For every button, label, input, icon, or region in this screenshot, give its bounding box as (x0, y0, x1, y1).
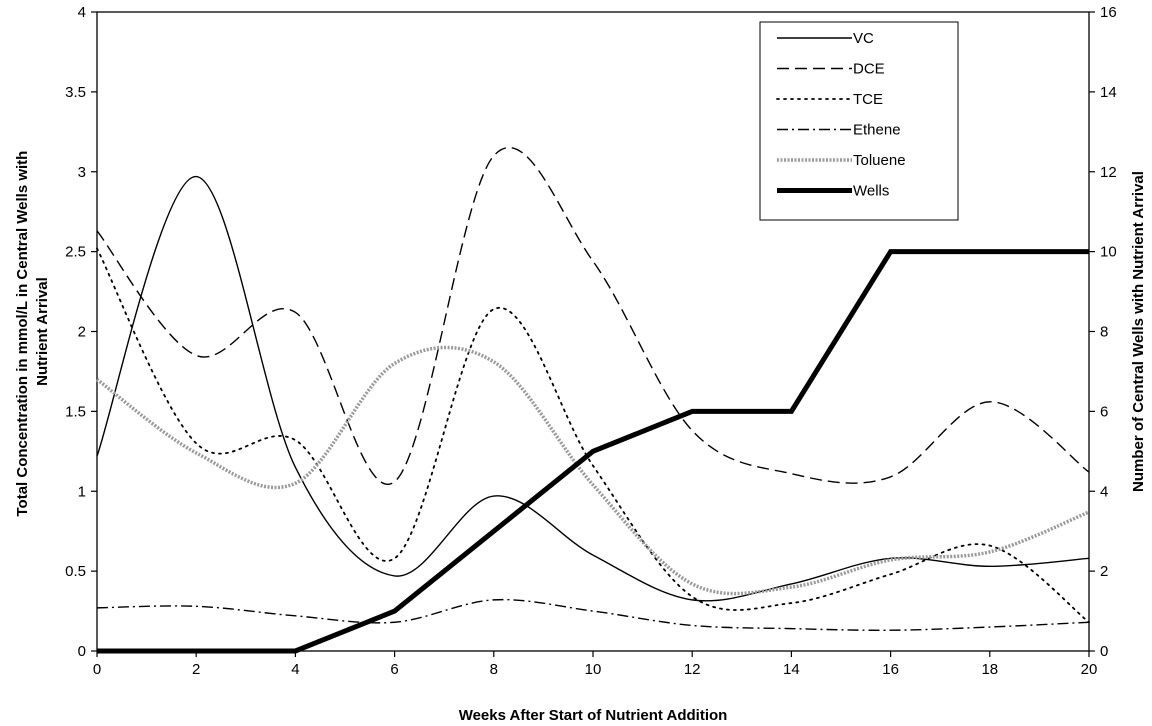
y-left-tick-label: 3.5 (65, 84, 86, 101)
y-left-tick-label: 0.5 (65, 563, 86, 580)
y-left-tick-label: 2 (78, 324, 86, 341)
x-tick-label: 6 (390, 661, 398, 678)
x-tick-label: 0 (93, 661, 101, 678)
series-line-wells (97, 249, 1089, 654)
y-right-tick-label: 6 (1100, 403, 1108, 420)
y-right-tick-label: 4 (1100, 483, 1108, 500)
x-tick-label: 4 (291, 661, 299, 678)
legend-label-dce: DCE (853, 61, 885, 78)
legend-label-wells: Wells (853, 183, 889, 200)
y-axis-right-title: Number of Central Wells with Nutrient Ar… (1130, 171, 1147, 492)
y-right-tick-label: 8 (1100, 324, 1108, 341)
legend-label-toluene: Toluene (853, 152, 906, 169)
series-line-ethene (96, 598, 1090, 631)
x-tick-label: 12 (684, 661, 701, 678)
legend: VC DCE TCE Ethene Toluene Wells (759, 21, 959, 221)
x-tick-label: 18 (981, 661, 998, 678)
x-tick-label: 14 (783, 661, 800, 678)
legend-label-ethene: Ethene (853, 122, 901, 139)
series-line-vc (96, 175, 1090, 602)
y-axis-left-title-line-2: Nutrient Arrival (34, 277, 51, 386)
series-line-dce (96, 147, 1090, 485)
x-tick-label: 10 (585, 661, 602, 678)
y-right-tick-label: 12 (1100, 164, 1117, 181)
y-left-tick-label: 3 (78, 164, 86, 181)
series-line-toluene (95, 345, 1090, 596)
y-right-tick-label: 10 (1100, 244, 1117, 261)
y-right-tick-label: 14 (1100, 84, 1117, 101)
y-left-tick-label: 2.5 (65, 244, 86, 261)
x-tick-label: 8 (490, 661, 498, 678)
y-left-tick-label: 1 (78, 483, 86, 500)
y-right-tick-label: 16 (1100, 4, 1117, 21)
tick-marks: 0 2 4 6 8 10 12 14 16 18 2000.511.522.533.54024681… (65, 4, 1117, 678)
legend-box (759, 21, 959, 221)
y-axis-left-title-line-1: Total Concentration in mmol/L in Central… (14, 151, 31, 517)
y-axis-left-title: Total Concentration in mmol/L in Central… (14, 146, 51, 516)
series-lines (95, 147, 1090, 654)
y-left-tick-label: 0 (78, 643, 86, 660)
y-left-tick-label: 1.5 (65, 403, 86, 420)
y-left-tick-label: 4 (78, 4, 86, 21)
y-right-tick-label: 2 (1100, 563, 1108, 580)
x-tick-label: 16 (882, 661, 899, 678)
x-tick-label: 20 (1081, 661, 1098, 678)
x-axis-title: Weeks After Start of Nutrient Addition (459, 707, 728, 724)
legend-label-tce: TCE (853, 91, 883, 108)
legend-label-vc: VC (853, 30, 874, 47)
x-tick-label: 2 (192, 661, 200, 678)
series-line-tce (96, 247, 1090, 624)
y-right-tick-label: 0 (1100, 643, 1108, 660)
